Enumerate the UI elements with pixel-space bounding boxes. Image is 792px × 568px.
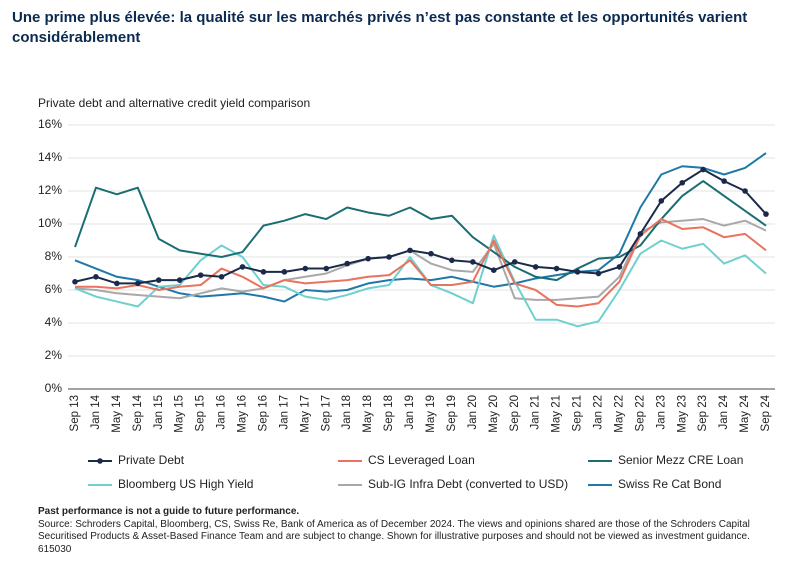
y-tick-label: 14% (38, 150, 62, 164)
x-tick-label: May 15 (174, 395, 186, 433)
x-tick-label: Jan 18 (341, 395, 353, 430)
x-tick-label: Sep 14 (132, 394, 144, 431)
x-tick-label: May 21 (551, 395, 563, 433)
marker (239, 264, 246, 270)
legend-label: CS Leveraged Loan (368, 453, 475, 467)
x-tick-label: Jan 22 (593, 395, 605, 430)
marker (721, 178, 727, 184)
marker (135, 280, 141, 287)
marker (281, 269, 288, 275)
x-tick-label: Jan 16 (216, 395, 228, 430)
x-tick-label: May 24 (739, 394, 751, 432)
footnote: Past performance is not a guide to futur… (38, 506, 300, 517)
x-tick-label: Sep 21 (572, 395, 584, 431)
x-tick-label: Sep 22 (634, 395, 646, 431)
legend-label: Bloomberg US High Yield (118, 477, 253, 491)
marker (386, 254, 392, 260)
marker (176, 277, 183, 283)
y-tick-label: 4% (45, 315, 63, 329)
x-tick-label: Jan 20 (467, 395, 479, 430)
marker (72, 278, 78, 285)
marker (553, 265, 560, 272)
marker (532, 264, 539, 270)
x-tick-label: Sep 17 (320, 395, 332, 431)
marker (763, 211, 769, 217)
marker (260, 269, 267, 275)
y-tick-label: 6% (45, 282, 63, 296)
y-tick-label: 10% (38, 216, 62, 230)
x-tick-label: May 17 (299, 395, 311, 433)
marker (700, 166, 706, 173)
marker (490, 267, 497, 274)
source: Source: Schroders Capital, Bloomberg, CS… (38, 518, 750, 555)
x-tick-label: May 19 (425, 395, 437, 433)
x-tick-label: Jan 21 (530, 395, 542, 430)
x-tick-label: Sep 13 (69, 395, 81, 431)
x-tick-label: Sep 23 (697, 395, 709, 431)
x-tick-label: Jan 23 (655, 395, 667, 430)
x-tick-label: May 22 (613, 395, 625, 433)
y-tick-label: 2% (45, 348, 63, 362)
x-tick-label: May 18 (362, 395, 374, 433)
marker (470, 259, 476, 265)
series-line (74, 234, 767, 328)
x-tick-label: Jan 15 (153, 395, 165, 430)
marker (407, 247, 413, 254)
x-tick-label: May 20 (488, 395, 500, 433)
marker (155, 277, 162, 283)
marker (302, 265, 309, 272)
y-tick-label: 8% (45, 249, 63, 263)
marker (616, 264, 623, 270)
marker (511, 259, 518, 265)
legend-label: Senior Mezz CRE Loan (618, 453, 743, 467)
marker (428, 250, 434, 257)
series-line (74, 168, 767, 285)
x-tick-label: Jan 24 (718, 394, 730, 429)
y-tick-label: 0% (45, 381, 63, 395)
marker (637, 231, 644, 237)
legend-label: Private Debt (118, 453, 185, 467)
x-tick-label: Sep 19 (446, 395, 458, 431)
marker (595, 270, 602, 277)
marker (323, 265, 330, 272)
x-tick-label: May 14 (111, 394, 123, 432)
marker (742, 188, 748, 194)
x-tick-label: May 23 (676, 395, 688, 433)
y-tick-label: 16% (38, 117, 62, 131)
x-tick-label: Jan 14 (90, 394, 102, 429)
marker (218, 274, 225, 280)
legend-label: Sub-IG Infra Debt (converted to USD) (368, 477, 568, 491)
legend-label: Swiss Re Cat Bond (618, 477, 721, 491)
chart: Private debt and alternative credit yiel… (38, 96, 775, 491)
series-line (75, 218, 767, 308)
marker (365, 255, 371, 262)
x-tick-label: Sep 20 (509, 395, 521, 431)
marker (114, 280, 120, 287)
marker (344, 260, 351, 267)
chart-title: Une prime plus élevée: la qualité sur le… (12, 9, 748, 46)
legend-marker (97, 458, 103, 464)
marker (679, 179, 686, 186)
marker (574, 269, 581, 275)
series-line (74, 180, 767, 282)
x-tick-label: May 16 (237, 395, 249, 433)
marker (197, 272, 204, 278)
y-tick-label: 12% (38, 183, 62, 197)
x-tick-label: Sep 24 (760, 394, 772, 431)
x-tick-label: Sep 15 (195, 395, 207, 431)
x-tick-label: Jan 17 (278, 395, 290, 430)
marker (658, 198, 665, 204)
marker (93, 274, 99, 280)
notes: Past performance is not a guide to futur… (38, 506, 783, 556)
x-tick-label: Jan 19 (404, 395, 416, 430)
x-tick-label: Sep 18 (383, 395, 395, 431)
x-tick-label: Sep 16 (257, 395, 269, 431)
marker (449, 257, 455, 264)
chart-subtitle: Private debt and alternative credit yiel… (38, 96, 310, 110)
